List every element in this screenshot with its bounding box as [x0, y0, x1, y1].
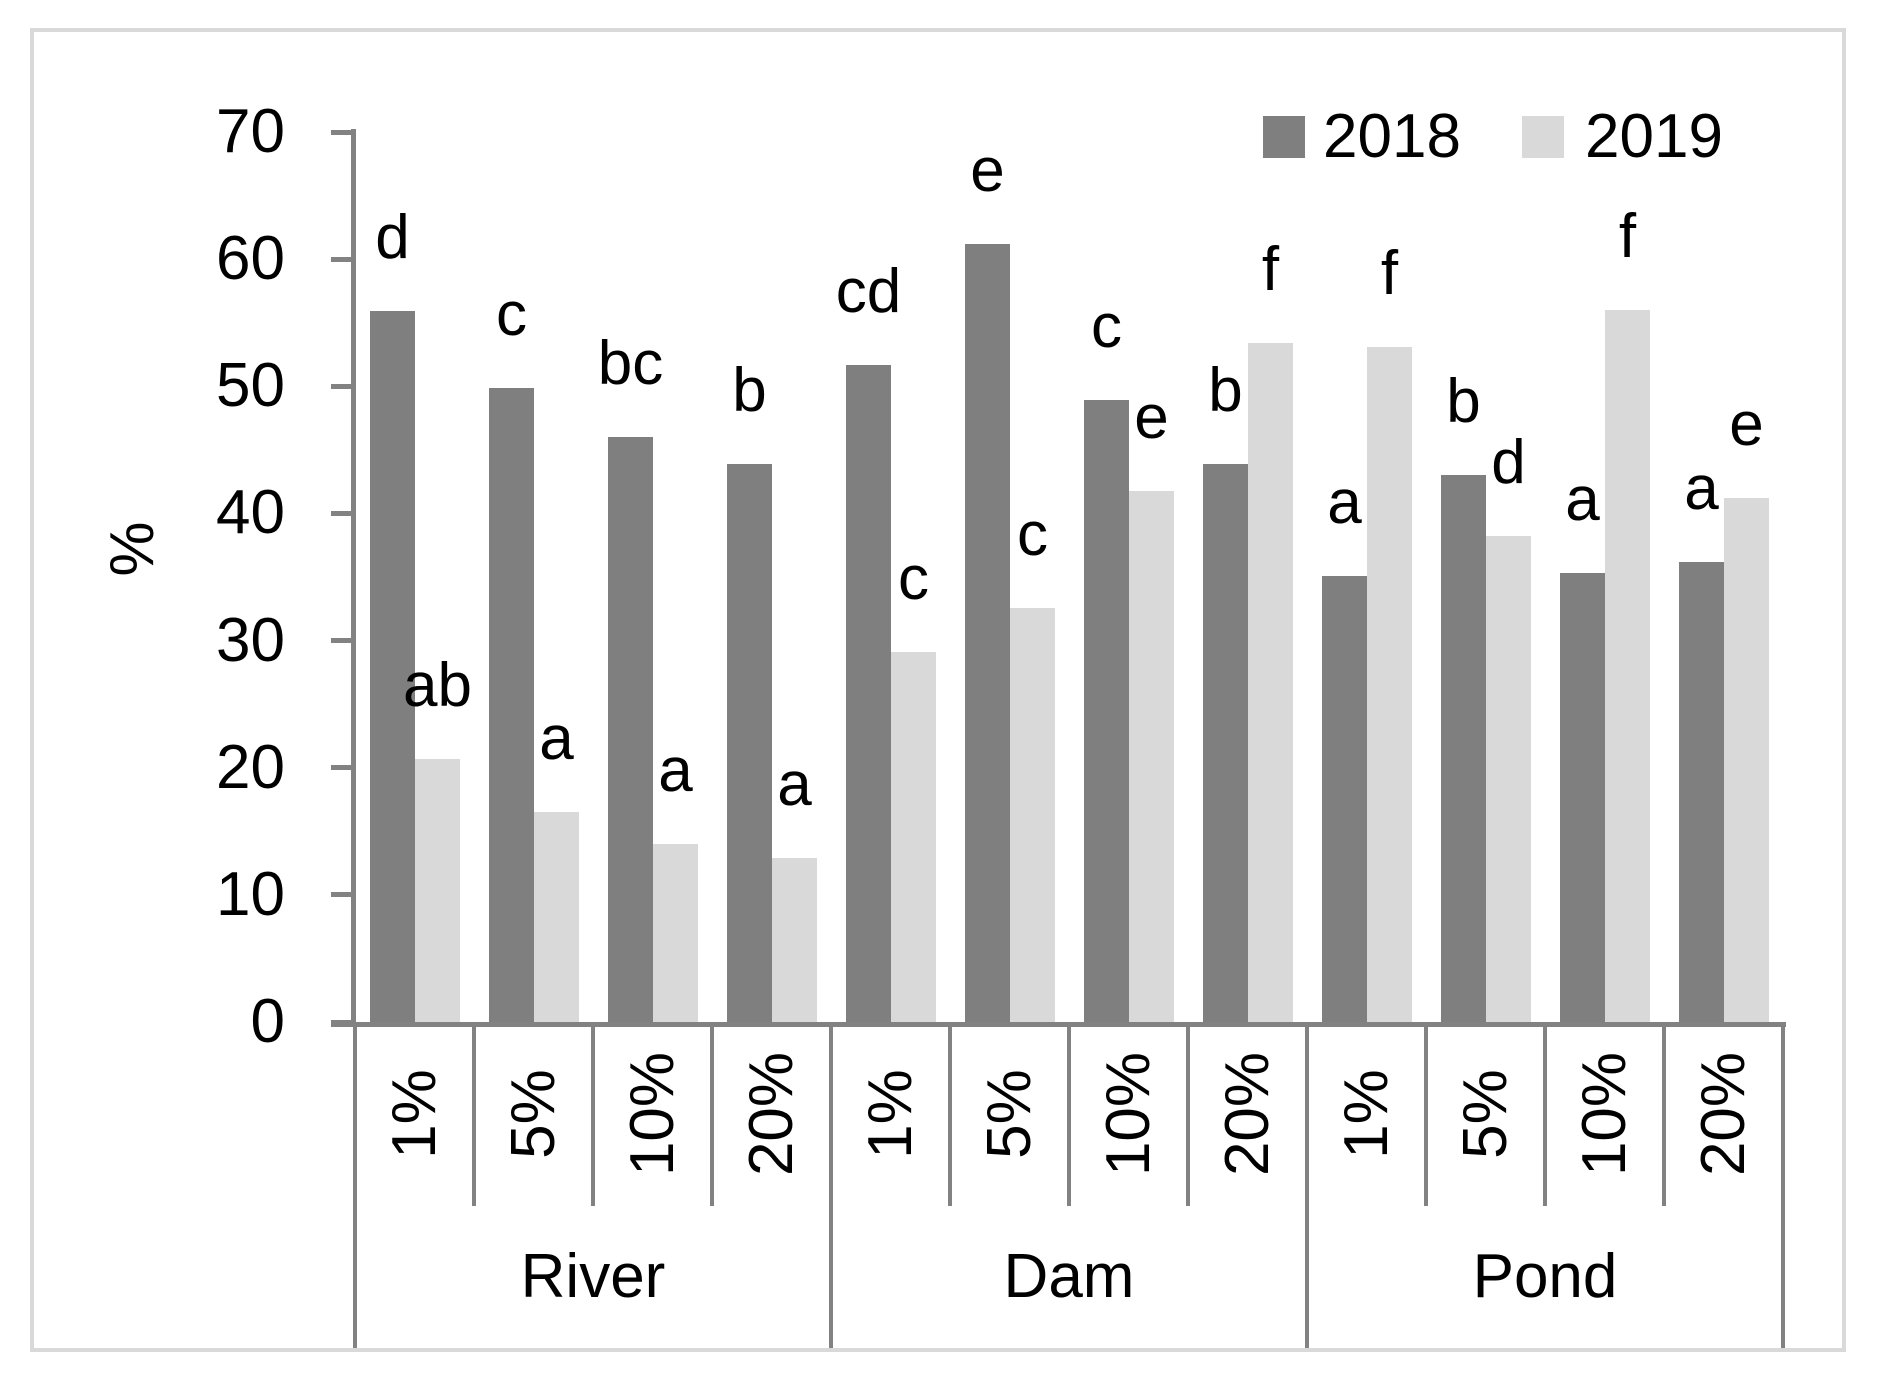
x-table-border: [948, 1022, 952, 1206]
y-tick-mark: [331, 638, 352, 644]
y-tick-mark: [331, 765, 352, 771]
y-tick-label: 50: [216, 351, 285, 421]
x-table-border: [472, 1022, 476, 1206]
bar-2018-pond-20pct: [1679, 561, 1724, 1022]
significance-letter: b: [732, 355, 767, 425]
legend-label-2019: 2019: [1585, 102, 1723, 171]
significance-letter: c: [496, 279, 527, 349]
significance-letter: f: [1261, 235, 1280, 305]
x-table-border: [1067, 1022, 1071, 1206]
x-table-border: [1305, 1022, 1309, 1348]
bar-2019-pond-10pct: [1605, 310, 1650, 1022]
x-table-border: [710, 1022, 714, 1206]
bar-2019-river-10pct: [653, 844, 698, 1022]
significance-letter: c: [898, 544, 929, 613]
x-category-label: 20%: [736, 1051, 806, 1177]
x-table-border: [1781, 1022, 1785, 1348]
x-category-label: 5%: [974, 1069, 1044, 1159]
x-category-label: 10%: [1093, 1051, 1163, 1177]
x-category-label: 1%: [379, 1069, 449, 1159]
bar-2018-river-1pct: [370, 311, 415, 1022]
bar-2018-pond-1pct: [1322, 575, 1367, 1022]
bar-2018-river-10pct: [608, 437, 653, 1022]
bar-2019-dam-1pct: [891, 652, 936, 1022]
y-axis-line: [351, 129, 356, 1022]
x-category-label: 10%: [617, 1051, 687, 1177]
x-category-label: 20%: [1212, 1051, 1282, 1177]
y-tick-mark: [331, 510, 352, 516]
significance-letter: d: [1491, 428, 1526, 498]
x-category-label: 1%: [1331, 1069, 1401, 1159]
y-tick-label: 30: [216, 605, 285, 675]
x-table-border: [353, 1022, 357, 1348]
y-tick-label: 0: [250, 987, 285, 1056]
x-category-label: 10%: [1569, 1051, 1639, 1177]
y-tick-label: 10: [216, 859, 285, 929]
significance-letter: a: [1565, 465, 1600, 535]
significance-letter: b: [1208, 355, 1243, 425]
figure-border: [30, 28, 1846, 1352]
x-category-label: 5%: [1450, 1069, 1520, 1159]
y-tick-label: 20: [216, 732, 285, 802]
bar-2019-river-20pct: [772, 857, 817, 1022]
bar-2019-dam-5pct: [1010, 607, 1055, 1022]
significance-letter: c: [1017, 499, 1048, 569]
significance-letter: b: [1446, 367, 1481, 437]
bar-2019-pond-5pct: [1486, 536, 1531, 1022]
bar-2019-pond-1pct: [1367, 346, 1412, 1022]
x-table-border: [1424, 1022, 1428, 1206]
significance-letter: cd: [835, 256, 902, 326]
legend-swatch-2019: [1522, 116, 1564, 158]
significance-letter: a: [658, 736, 693, 805]
significance-letter: a: [1327, 467, 1362, 537]
x-table-border: [591, 1022, 595, 1206]
significance-letter: bc: [597, 329, 664, 399]
legend-swatch-2018: [1263, 116, 1305, 158]
y-tick-mark: [331, 256, 352, 262]
x-category-label: 5%: [498, 1069, 568, 1159]
x-category-label: 1%: [855, 1069, 925, 1159]
bar-2018-river-20pct: [727, 463, 772, 1022]
x-table-border: [1662, 1022, 1666, 1206]
bar-2019-river-1pct: [415, 758, 460, 1022]
x-table-border: [829, 1022, 833, 1348]
legend-label-2018: 2018: [1323, 102, 1461, 171]
y-tick-mark: [331, 129, 352, 135]
y-tick-mark: [331, 892, 352, 898]
bar-2018-river-5pct: [489, 387, 534, 1022]
bar-2019-river-5pct: [534, 812, 579, 1022]
significance-letter: d: [375, 203, 410, 273]
significance-letter: a: [1684, 453, 1719, 523]
significance-letter: e: [1134, 382, 1169, 452]
significance-letter: e: [970, 135, 1005, 205]
significance-letter: a: [539, 704, 574, 774]
bar-2018-dam-20pct: [1203, 463, 1248, 1022]
significance-letter: f: [1380, 238, 1399, 308]
significance-letter: a: [777, 749, 812, 819]
bar-2018-dam-1pct: [846, 364, 891, 1022]
bar-2019-pond-20pct: [1724, 498, 1769, 1022]
significance-letter: ab: [403, 650, 472, 720]
bar-2018-dam-10pct: [1084, 400, 1129, 1022]
significance-letter: c: [1091, 292, 1122, 362]
y-tick-mark: [331, 383, 352, 389]
bar-2019-dam-20pct: [1248, 343, 1293, 1022]
significance-letter: e: [1729, 390, 1764, 460]
bar-2019-dam-10pct: [1129, 490, 1174, 1022]
x-group-label: Dam: [1003, 1242, 1135, 1311]
y-tick-label: 40: [216, 478, 285, 548]
y-tick-label: 60: [216, 224, 285, 294]
bar-2018-pond-10pct: [1560, 573, 1605, 1022]
x-table-border: [1186, 1022, 1190, 1206]
x-table-border: [1543, 1022, 1547, 1206]
significance-letter: f: [1618, 202, 1637, 271]
x-category-label: 20%: [1688, 1051, 1758, 1177]
bar-2018-pond-5pct: [1441, 475, 1486, 1022]
x-group-label: River: [520, 1242, 666, 1311]
x-axis-line: [331, 1022, 1786, 1027]
bar-2018-dam-5pct: [965, 243, 1010, 1022]
x-group-label: Pond: [1472, 1242, 1618, 1311]
y-tick-label: 70: [216, 97, 285, 166]
